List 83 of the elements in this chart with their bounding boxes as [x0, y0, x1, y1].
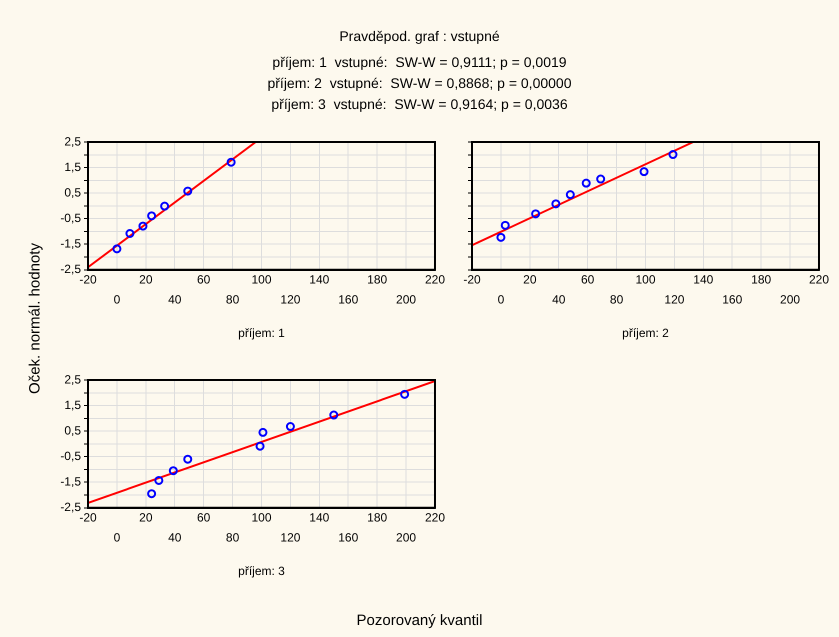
point [147, 489, 156, 498]
x-tick-label: 140 [693, 272, 714, 286]
point [125, 229, 134, 238]
y-tick-label: -1,5 [60, 236, 82, 251]
point [496, 232, 506, 242]
point [154, 476, 164, 485]
x-tick-label: 60 [580, 272, 595, 286]
chart-subtitle: příjem: 1 vstupné: SW-W = 0,9111; p = 0,0019 příjem: 2 vstupné: SW-W = 0,8868; p = 0,00000 příjem: 3 vstupné: SW-W = 0,9164; p = 0,0036 [266, 53, 573, 114]
y-tick-label: 1,5 [64, 398, 82, 412]
y-tick-label: -0,5 [60, 448, 82, 463]
y-axis-title: Oček. normál. hodnoty [26, 242, 44, 396]
x-tick-label: 60 [196, 510, 211, 524]
x2-tick-label: 200 [396, 530, 416, 545]
x2-tick-label: 80 [226, 530, 240, 545]
x-tick-label: 140 [309, 510, 330, 524]
point [668, 150, 678, 160]
point [531, 209, 540, 218]
point [400, 390, 410, 399]
point [329, 410, 338, 420]
point [168, 466, 178, 476]
x2-tick-label: 160 [722, 292, 743, 307]
y-tick-label: -1,5 [60, 474, 82, 489]
y-tick-label: 0,5 [64, 423, 82, 438]
point [640, 167, 649, 176]
x-tick-label: 100 [251, 272, 272, 286]
x-tick-label: -20 [79, 272, 97, 286]
x2-tick-label: 0 [114, 292, 121, 307]
x-tick-label: 180 [751, 272, 772, 286]
y-tick-label: -2,5 [60, 262, 82, 276]
point [256, 442, 265, 451]
x2-tick-label: 160 [338, 292, 359, 307]
y-tick-label: -2,5 [60, 500, 82, 514]
point [112, 244, 122, 254]
x-tick-label: 180 [367, 272, 388, 286]
x2-tick-label: 120 [280, 530, 301, 545]
chart-title: Pravděpod. graf : vstupné [338, 28, 501, 44]
x-axis-title: příjem: 1 [238, 326, 286, 340]
x2-tick-label: 200 [780, 292, 800, 307]
point [582, 178, 591, 188]
y-tick-label: 2,5 [64, 372, 82, 386]
text: Pozorovaný kvantil [356, 612, 484, 629]
x-tick-label: 220 [424, 510, 446, 524]
x-tick-label: 20 [523, 272, 537, 286]
x-tick-label: 180 [367, 510, 388, 524]
x2-tick-label: 40 [552, 292, 566, 307]
x-tick-label: 140 [309, 272, 330, 286]
point [147, 211, 156, 220]
x2-tick-label: 200 [396, 292, 416, 307]
x2-tick-label: 160 [338, 530, 359, 545]
y-tick-label: 0,5 [64, 185, 82, 200]
point [500, 220, 510, 230]
x2-tick-label: 40 [168, 530, 182, 545]
x-axis-title: příjem: 2 [622, 326, 670, 340]
x2-tick-label: 40 [168, 292, 182, 307]
x-tick-label: -20 [463, 272, 481, 286]
x-axis-title: příjem: 3 [238, 564, 286, 578]
x-tick-label: 20 [139, 510, 153, 524]
point [138, 222, 148, 231]
x-tick-label: 60 [196, 272, 211, 286]
y-tick-label: 2,5 [64, 134, 82, 148]
point [226, 158, 236, 167]
x2-tick-label: 0 [498, 292, 505, 307]
x2-tick-label: 120 [280, 292, 301, 307]
point [551, 199, 560, 208]
point [183, 186, 192, 196]
point [596, 174, 606, 184]
point [183, 454, 192, 464]
x-tick-label: 220 [424, 272, 446, 286]
y-tick-label: -0,5 [60, 210, 82, 225]
x-tick-label: -20 [79, 510, 97, 524]
x2-tick-label: 80 [226, 292, 240, 307]
point [258, 428, 268, 437]
point [566, 190, 575, 200]
y-tick-label: 1,5 [64, 160, 82, 174]
x-tick-label: 100 [251, 510, 272, 524]
x-tick-label: 100 [635, 272, 656, 286]
x2-tick-label: 0 [114, 530, 121, 545]
point [286, 422, 295, 432]
point [160, 202, 170, 211]
x2-tick-label: 120 [664, 292, 685, 307]
x-tick-label: 20 [139, 272, 153, 286]
x2-tick-label: 80 [610, 292, 624, 307]
x-tick-label: 220 [808, 272, 830, 286]
